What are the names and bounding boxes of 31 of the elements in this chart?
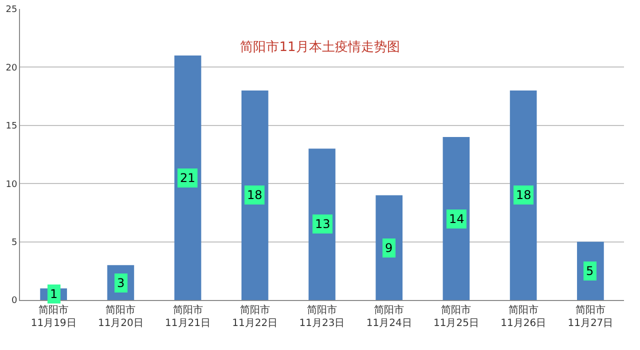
data-label: 18 [247,188,262,202]
y-tick-label: 15 [6,122,18,132]
data-label: 9 [385,241,393,255]
y-tick-label: 10 [6,180,18,190]
x-tick-label: 简阳市 11月24日 [366,304,412,329]
x-tick-label: 简阳市 11月21日 [165,304,211,329]
text: 简阳市11月本土疫情走势图 [240,40,400,56]
data-label: 5 [586,264,594,278]
data-label: 21 [180,171,196,185]
x-tick-label: 简阳市 11月20日 [98,304,144,329]
x-tick-label: 简阳市 11月26日 [500,304,546,329]
x-tick-label: 简阳市 11月25日 [433,304,479,329]
data-label: 1 [50,287,58,301]
y-tick-label: 25 [6,5,18,16]
y-tick-label: 5 [11,238,18,248]
x-tick-label: 简阳市 11月22日 [232,304,278,329]
data-label: 13 [315,217,330,231]
bar [308,148,336,300]
bar [174,56,202,300]
data-label: 3 [117,276,125,290]
bar [376,195,403,300]
bar [442,137,470,300]
data-label: 14 [449,212,464,226]
x-tick-label: 简阳市 11月23日 [299,304,345,329]
y-tick-label: 20 [6,63,18,74]
x-tick-label: 简阳市 11月27日 [568,304,614,329]
bar [510,90,537,300]
y-tick-label: 0 [11,296,18,306]
x-tick-label: 简阳市 11月19日 [30,304,76,329]
data-label: 18 [516,188,532,202]
bar [241,90,268,300]
